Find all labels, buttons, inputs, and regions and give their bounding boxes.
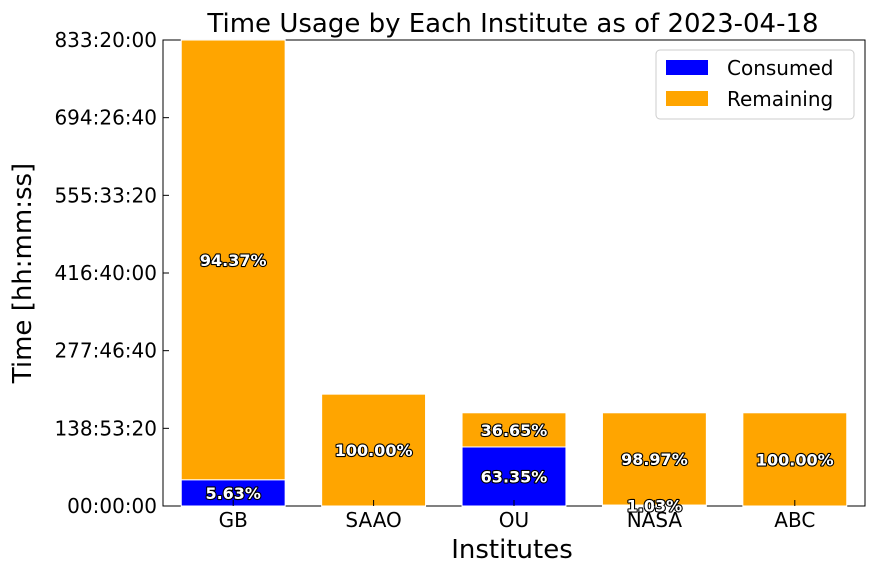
chart-title: Time Usage by Each Institute as of 2023-… <box>206 9 818 39</box>
legend-swatch-consumed <box>666 60 708 75</box>
y-axis-label: Time [hh:mm:ss] <box>8 163 38 384</box>
x-tick-label-ou: OU <box>499 508 529 532</box>
x-axis: GB SAAO OU NASA ABC <box>219 500 815 532</box>
y-tick-label: 416:40:00 <box>54 261 157 285</box>
bar-label-consumed-gb: 5.63% <box>205 484 261 503</box>
bar-remaining-abc <box>742 412 848 507</box>
x-tick-label-nasa: NASA <box>627 508 683 532</box>
bar-remaining-gb <box>180 39 286 481</box>
y-tick-label: 00:00:00 <box>67 494 157 518</box>
y-tick-label: 833:20:00 <box>54 28 157 52</box>
bar-remaining-saao <box>321 393 427 507</box>
bar-remaining-ou <box>461 412 567 448</box>
bar-label-remaining-abc: 100.00% <box>756 450 834 469</box>
bar-label-consumed-ou: 63.35% <box>481 467 548 486</box>
bar-label-remaining-saao: 100.00% <box>335 441 413 460</box>
bar-consumed-ou <box>461 446 567 507</box>
legend-swatch-remaining <box>666 91 708 106</box>
y-tick-label: 555:33:20 <box>54 183 157 207</box>
x-tick-label-abc: ABC <box>774 508 815 532</box>
legend-label-remaining: Remaining <box>727 87 833 111</box>
y-tick-label: 277:46:40 <box>54 339 157 363</box>
bar-label-remaining-gb: 94.37% <box>200 251 267 270</box>
bar-labels-group: 5.63% 94.37% 100.00% 63.35% 36.65% 1.03% 98.97… <box>199 250 835 517</box>
bar-label-remaining-nasa: 98.97% <box>621 450 688 469</box>
bars-group <box>180 39 848 507</box>
x-tick-label-gb: GB <box>219 508 248 532</box>
legend-label-consumed: Consumed <box>727 56 833 80</box>
y-tick-label: 138:53:20 <box>54 416 157 440</box>
bar-label-consumed-nasa: 1.03% <box>627 497 683 516</box>
legend: Consumed Remaining <box>655 49 855 120</box>
x-axis-label: Institutes <box>451 535 573 565</box>
bar-label-remaining-ou: 36.65% <box>481 421 548 440</box>
x-tick-label-saao: SAAO <box>345 508 401 532</box>
y-axis: 00:00:00 138:53:20 277:46:40 416:40:00 555:3… <box>54 28 169 518</box>
y-tick-label: 694:26:40 <box>54 106 157 130</box>
